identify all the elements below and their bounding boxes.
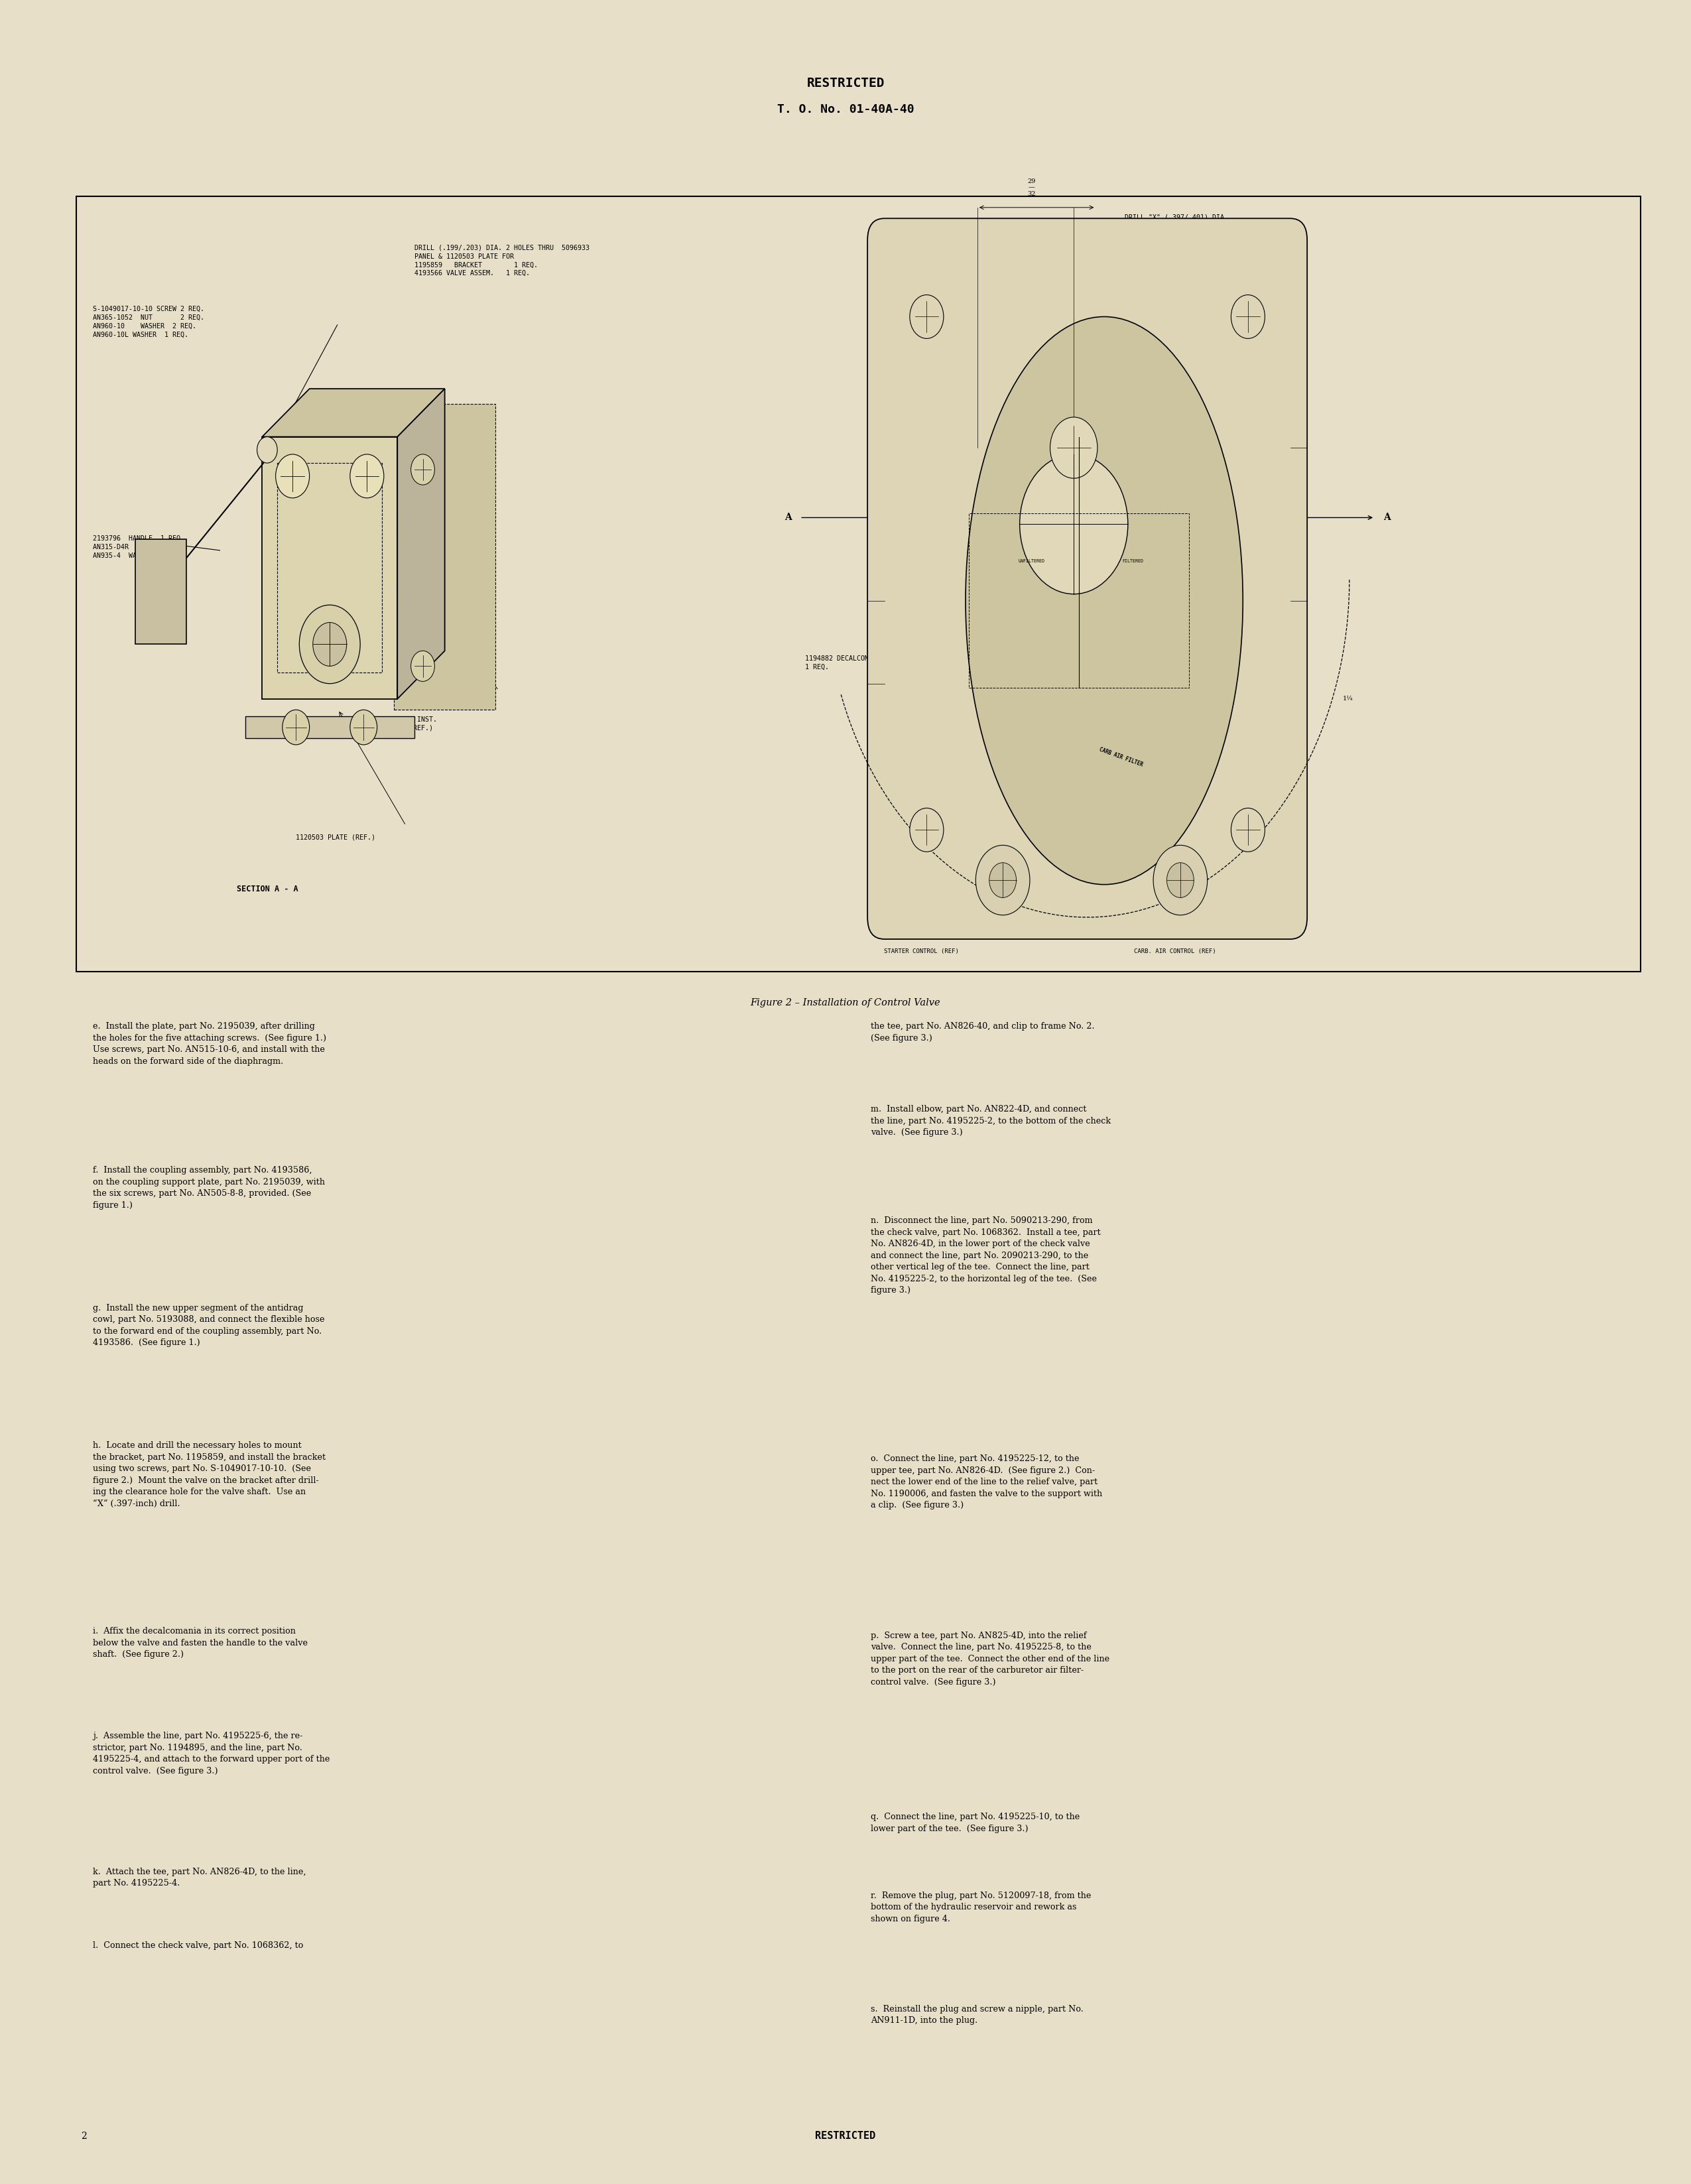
Text: h.  Locate and drill the necessary holes to mount
the bracket, part No. 1195859,: h. Locate and drill the necessary holes …: [93, 1441, 326, 1509]
Text: e.  Install the plate, part No. 2195039, after drilling
the holes for the five a: e. Install the plate, part No. 2195039, …: [93, 1022, 326, 1066]
Text: 1¼: 1¼: [1343, 697, 1353, 701]
Text: o.  Connect the line, part No. 4195225-12, to the
upper tee, part No. AN826-4D. : o. Connect the line, part No. 4195225-12…: [871, 1455, 1103, 1509]
Circle shape: [282, 710, 309, 745]
Circle shape: [411, 651, 435, 681]
Text: FILTERED: FILTERED: [1123, 559, 1143, 563]
Text: UNFILTERED: UNFILTERED: [1018, 559, 1045, 563]
Text: 29
—
32: 29 — 32: [1028, 179, 1035, 197]
Circle shape: [910, 295, 944, 339]
Text: 5096933 INST.
PANEL (REF.): 5096933 INST. PANEL (REF.): [386, 716, 438, 732]
Text: the tee, part No. AN826-40, and clip to frame No. 2.
(See figure 3.): the tee, part No. AN826-40, and clip to …: [871, 1022, 1094, 1042]
Text: i.  Affix the decalcomania in its correct position
below the valve and fasten th: i. Affix the decalcomania in its correct…: [93, 1627, 308, 1660]
Text: RESTRICTED: RESTRICTED: [807, 76, 884, 90]
Polygon shape: [262, 389, 445, 437]
Text: q.  Connect the line, part No. 4195225-10, to the
lower part of the tee.  (See f: q. Connect the line, part No. 4195225-10…: [871, 1813, 1081, 1832]
Polygon shape: [397, 389, 445, 699]
Circle shape: [910, 808, 944, 852]
Circle shape: [1020, 454, 1128, 594]
Text: j.  Assemble the line, part No. 4195225-6, the re-
strictor, part No. 1194895, a: j. Assemble the line, part No. 4195225-6…: [93, 1732, 330, 1776]
Text: l.  Connect the check valve, part No. 1068362, to: l. Connect the check valve, part No. 106…: [93, 1942, 303, 1950]
Bar: [262, 437, 397, 699]
Bar: [394, 404, 495, 710]
Text: g.  Install the new upper segment of the antidrag
cowl, part No. 5193088, and co: g. Install the new upper segment of the …: [93, 1304, 325, 1348]
Text: STARTER CONTROL (REF): STARTER CONTROL (REF): [884, 948, 959, 954]
Text: DRILL "X" (.397/.401) DIA.
1 HOLE THRU 1120503
PLATE FOR 2193795
VALVE ASSEM. SH: DRILL "X" (.397/.401) DIA. 1 HOLE THRU 1…: [1125, 214, 1228, 247]
Circle shape: [299, 605, 360, 684]
Bar: [76, 197, 1640, 972]
Text: S-1049017-10-10 SCREW 2 REQ.
AN365-1052  NUT       2 REQ.
AN960-10    WASHER  2 : S-1049017-10-10 SCREW 2 REQ. AN365-1052 …: [93, 306, 205, 339]
Text: 23
—
32: 23 — 32: [1290, 384, 1297, 402]
Text: DRILL (.199/.203) DIA. 2 HOLES THRU  5096933
PANEL & 1120503 PLATE FOR
1195859  : DRILL (.199/.203) DIA. 2 HOLES THRU 5096…: [414, 245, 590, 277]
Text: RESTRICTED: RESTRICTED: [815, 2132, 876, 2140]
Text: 5
—
16: 5 — 16: [888, 511, 895, 529]
Text: 2193796  HANDLE  1 REQ.
AN315-D4R  NUT    1 REQ.
AN935-4  WASHER  1 REQ.: 2193796 HANDLE 1 REQ. AN315-D4R NUT 1 RE…: [93, 535, 188, 559]
Bar: [135, 539, 186, 644]
Circle shape: [313, 622, 347, 666]
Circle shape: [976, 845, 1030, 915]
FancyBboxPatch shape: [867, 218, 1307, 939]
Bar: [245, 716, 414, 738]
Text: k.  Attach the tee, part No. AN826-4D, to the line,
part No. 4195225-4.: k. Attach the tee, part No. AN826-4D, to…: [93, 1867, 306, 1887]
Circle shape: [257, 437, 277, 463]
Text: A: A: [1383, 513, 1390, 522]
Bar: [969, 513, 1189, 688]
Text: r.  Remove the plug, part No. 5120097-18, from the
bottom of the hydraulic reser: r. Remove the plug, part No. 5120097-18,…: [871, 1891, 1091, 1924]
Text: n.  Disconnect the line, part No. 5090213-290, from
the check valve, part No. 10: n. Disconnect the line, part No. 5090213…: [871, 1216, 1101, 1295]
Text: CARB. AIR CONTROL (REF): CARB. AIR CONTROL (REF): [1135, 948, 1216, 954]
Circle shape: [1050, 417, 1097, 478]
Text: A: A: [785, 513, 791, 522]
Text: SECTION A-A
REFER TO SKETCH FIGURE NO. 4: SECTION A-A REFER TO SKETCH FIGURE NO. 4: [1006, 885, 1123, 900]
Text: 1194882 DECALCOMANIA
1 REQ.: 1194882 DECALCOMANIA 1 REQ.: [805, 655, 884, 670]
Text: CARB AIR FILTER: CARB AIR FILTER: [1099, 747, 1143, 767]
Circle shape: [411, 454, 435, 485]
Circle shape: [1167, 863, 1194, 898]
Circle shape: [989, 863, 1016, 898]
Circle shape: [1231, 808, 1265, 852]
Circle shape: [276, 454, 309, 498]
Ellipse shape: [966, 317, 1243, 885]
Circle shape: [350, 710, 377, 745]
Text: f.  Install the coupling assembly, part No. 4193586,
on the coupling support pla: f. Install the coupling assembly, part N…: [93, 1166, 325, 1210]
Text: 1120503 PLATE (REF.): 1120503 PLATE (REF.): [296, 834, 375, 841]
Text: m.  Install elbow, part No. AN822-4D, and connect
the line, part No. 4195225-2, : m. Install elbow, part No. AN822-4D, and…: [871, 1105, 1111, 1138]
Circle shape: [1153, 845, 1207, 915]
Circle shape: [1231, 295, 1265, 339]
Text: 2: 2: [81, 2132, 86, 2140]
Circle shape: [350, 454, 384, 498]
Text: AN4-12A BOLT         2 REQ.
AN365-428 NUT        2 REQ.
AN960-416 WASHER  2 REQ.: AN4-12A BOLT 2 REQ. AN365-428 NUT 2 REQ.…: [386, 633, 494, 657]
Text: SECTION A - A: SECTION A - A: [237, 885, 298, 893]
Text: Figure 2 – Installation of Control Valve: Figure 2 – Installation of Control Valve: [751, 998, 940, 1007]
Bar: [277, 463, 382, 673]
Text: s.  Reinstall the plug and screw a nipple, part No.
AN911-1D, into the plug.: s. Reinstall the plug and screw a nipple…: [871, 2005, 1084, 2025]
Text: p.  Screw a tee, part No. AN825-4D, into the relief
valve.  Connect the line, pa: p. Screw a tee, part No. AN825-4D, into …: [871, 1631, 1109, 1686]
Text: T. O. No. 01-40A-40: T. O. No. 01-40A-40: [776, 103, 915, 116]
